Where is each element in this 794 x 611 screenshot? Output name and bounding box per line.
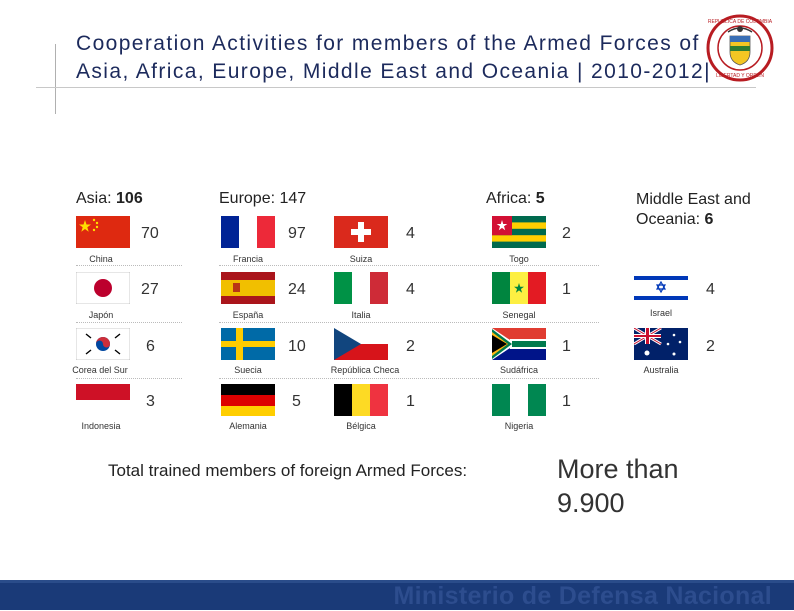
sudafrica-name: Sudáfrica xyxy=(499,365,539,375)
row-separator xyxy=(219,378,599,379)
belgica-name: Bélgica xyxy=(346,421,376,431)
alemania-name: Alemania xyxy=(229,421,267,431)
senegal-flag-icon xyxy=(492,272,546,304)
senegal-name: Senegal xyxy=(502,310,536,320)
row-separator xyxy=(219,265,599,266)
japan-flag-icon xyxy=(76,272,130,304)
nigeria-flag-icon xyxy=(492,384,546,416)
germany-flag-icon xyxy=(221,384,275,416)
sweden-flag-icon xyxy=(221,328,275,360)
seal-top-text: REPUBLICA DE COLOMBIA xyxy=(708,19,773,25)
row-separator xyxy=(76,378,182,379)
row-separator xyxy=(219,322,599,323)
indonesia-count: 3 xyxy=(146,393,155,410)
footer-ministry-text: Ministerio de Defensa Nacional xyxy=(393,582,772,610)
south-africa-flag-icon xyxy=(492,328,546,360)
region-asia-label: Asia: xyxy=(76,190,117,207)
suiza-count: 4 xyxy=(406,225,415,242)
region-mideast: Middle East and Oceania: 6 xyxy=(636,190,776,230)
region-europe: Europe: 147 xyxy=(219,190,307,207)
page-title: Cooperation Activities for members of th… xyxy=(76,32,711,83)
region-asia-total: 106 xyxy=(116,190,143,207)
rcheca-count: 2 xyxy=(406,338,415,355)
corea-count: 6 xyxy=(146,338,155,355)
row-separator xyxy=(76,322,182,323)
belgica-count: 1 xyxy=(406,393,415,410)
china-count: 70 xyxy=(141,225,159,242)
south-korea-flag-icon xyxy=(76,328,130,360)
title-divider-vertical xyxy=(55,44,56,114)
senegal-count: 1 xyxy=(562,281,571,298)
footer-accent-line xyxy=(0,580,794,583)
indonesia-name: Indonesia xyxy=(81,421,121,431)
togo-name: Togo xyxy=(509,254,529,264)
italia-count: 4 xyxy=(406,281,415,298)
italia-name: Italia xyxy=(351,310,371,320)
region-mideast-total: 6 xyxy=(704,211,714,228)
japon-count: 27 xyxy=(141,281,159,298)
china-flag-icon xyxy=(76,216,130,248)
australia-name: Australia xyxy=(643,365,679,375)
belgium-flag-icon xyxy=(334,384,388,416)
israel-count: 4 xyxy=(706,281,715,298)
suecia-name: Suecia xyxy=(234,365,262,375)
footer-bar: Ministerio de Defensa Nacional xyxy=(0,580,794,610)
francia-name: Francia xyxy=(232,254,263,264)
czech-flag-icon xyxy=(334,328,388,360)
indonesia-flag-icon xyxy=(76,384,130,416)
region-asia: Asia: 106 xyxy=(76,190,143,208)
title-divider-horizontal xyxy=(36,87,756,88)
nigeria-count: 1 xyxy=(562,393,571,410)
china-name: China xyxy=(89,254,113,264)
espana-count: 24 xyxy=(288,281,306,298)
nigeria-name: Nigeria xyxy=(504,421,534,431)
alemania-count: 5 xyxy=(292,393,301,410)
spain-flag-icon xyxy=(221,272,275,304)
sudafrica-count: 1 xyxy=(562,338,571,355)
row-separator xyxy=(76,265,182,266)
suiza-name: Suiza xyxy=(349,254,373,264)
seal-bottom-text: LIBERTAD Y ORDEN xyxy=(716,73,764,79)
region-africa-label: Africa: xyxy=(486,190,536,207)
israel-name: Israel xyxy=(649,308,672,318)
suecia-count: 10 xyxy=(288,338,306,355)
corea-name: Corea del Sur xyxy=(72,365,128,375)
espana-name: España xyxy=(232,310,264,320)
switzerland-flag-icon xyxy=(334,216,388,248)
region-mideast-label: Middle East and Oceania: xyxy=(636,191,751,228)
israel-flag-icon xyxy=(634,272,688,304)
japon-name: Japón xyxy=(88,310,114,320)
australia-count: 2 xyxy=(706,338,715,355)
region-africa-total: 5 xyxy=(535,190,545,207)
italy-flag-icon xyxy=(334,272,388,304)
francia-count: 97 xyxy=(288,225,306,242)
france-flag-icon xyxy=(221,216,275,248)
rcheca-name: República Checa xyxy=(330,365,400,375)
togo-count: 2 xyxy=(562,225,571,242)
total-value: More than 9.900 xyxy=(557,454,679,518)
australia-flag-icon xyxy=(634,328,688,360)
colombia-seal-logo: REPUBLICA DE COLOMBIA LIBERTAD Y ORDEN xyxy=(706,14,774,82)
togo-flag-icon xyxy=(492,216,546,248)
region-africa: Africa: 5 xyxy=(486,190,545,208)
total-label: Total trained members of foreign Armed F… xyxy=(108,461,468,480)
